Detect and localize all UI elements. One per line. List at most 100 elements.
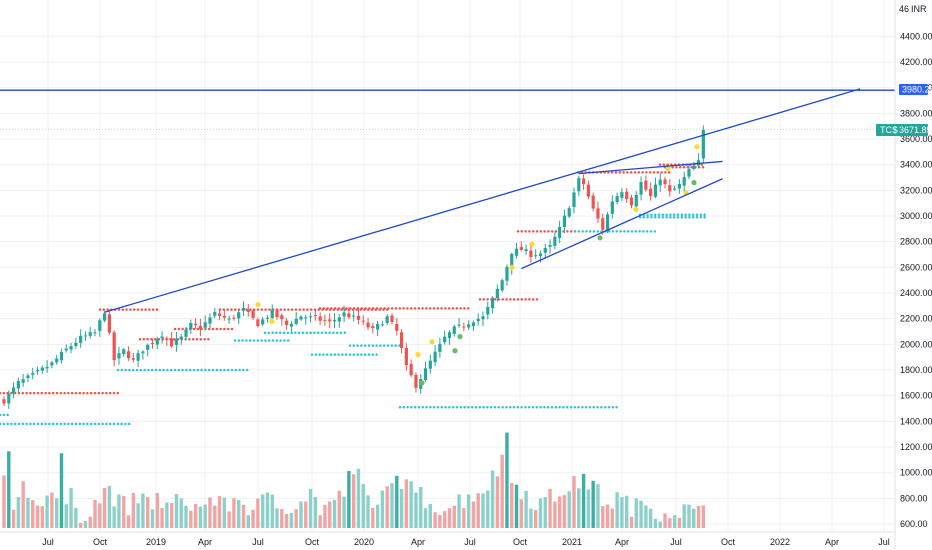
volume-bar [11,509,16,528]
level-dot [260,339,263,342]
level-dot [188,368,192,372]
level-dot [349,307,352,310]
level-dot [360,307,364,310]
candle-body [74,342,78,347]
level-dot [230,308,233,311]
candle-body [562,215,567,227]
level-dot [375,344,378,347]
volume-bar [74,507,78,528]
volume-bar [232,498,236,528]
level-dot [138,337,142,341]
level-dot [448,405,451,409]
candle-body [514,248,519,256]
volume-bar [567,491,571,528]
level-dot [132,308,136,311]
signal-dot [509,264,515,270]
level-dot [51,391,55,395]
trendlines[interactable] [0,88,895,313]
last-price-badge: TCS 3671.85 [876,124,932,136]
level-dot [356,353,359,356]
level-dot [417,307,421,310]
level-dot [691,213,695,216]
level-dot [421,405,425,409]
level-dot [93,422,97,426]
level-dot [173,368,177,372]
level-badge: 3980.25 [899,84,932,95]
candle-body [577,178,581,192]
level-dot [675,165,678,169]
candle-body [194,323,198,326]
level-dot [543,230,546,233]
level-dot [501,298,505,301]
level-dot [324,331,328,335]
level-dot [667,171,671,174]
candle-body [668,185,672,192]
time-axis[interactable]: Jul Oct 2019 Apr Jul Oct 2020 Apr Jul Oct 2021 Apr J… [0,531,895,547]
candle-body [112,332,116,360]
level-dot [614,171,618,174]
candle-body [696,160,701,166]
candle-body [241,307,246,311]
level-dot [573,230,577,233]
time-tick-label: Oct [721,537,736,547]
signal-dot [665,165,671,172]
level-dot [657,216,661,219]
candle-body [146,344,150,350]
level-dot [275,331,278,335]
level-dot [463,307,466,310]
level-dot [219,368,222,372]
level-dot [252,339,256,342]
level-dot [116,391,120,395]
level-dot [339,331,343,335]
volume-bar [648,508,653,528]
level-dot [688,213,691,216]
level-dot [387,307,390,310]
level-dot [237,339,241,342]
volume-bar [275,508,279,528]
level-dot [330,307,333,310]
grid-lines [0,0,895,532]
level-dot [653,216,657,219]
candle-body [366,322,370,328]
candle-body [102,313,107,321]
level-dot [470,405,474,409]
level-dot [267,331,271,335]
level-dot [139,368,143,372]
level-dot [301,331,305,335]
candle-body [447,332,452,339]
volume-bar [696,506,701,528]
level-dot [650,216,653,219]
price-tick-label: 3200.00 [900,185,932,195]
level-dot [237,308,241,311]
level-dot [233,339,237,342]
level-dot [105,422,108,426]
level-dot [665,213,668,216]
volume-bar [375,504,380,528]
level-dot [486,405,489,409]
level-dot [67,422,70,426]
volume-bar [625,495,629,528]
volume-bar [107,485,112,528]
level-dot [569,230,573,233]
level-dot [275,339,279,342]
candle-body [40,367,44,371]
price-axis[interactable]: 4400.004200.004000.003800.003600.003400.… [894,0,932,550]
volume-bar [179,498,183,528]
level-dot [524,405,527,409]
currency-label-group: 46 INR [899,4,927,14]
volume-bar [639,500,643,528]
volume-bar [347,470,351,528]
level-dot [665,216,668,219]
volume-bar [78,522,83,528]
level-dot [459,307,462,310]
level-dot [226,368,230,372]
candle-body [601,218,605,230]
level-dot [672,213,676,216]
level-dot [279,308,283,311]
level-dot [371,307,375,310]
volume-bar [533,509,538,528]
level-dot [89,391,93,395]
candle-body [558,226,562,239]
volume-bar [634,498,638,528]
